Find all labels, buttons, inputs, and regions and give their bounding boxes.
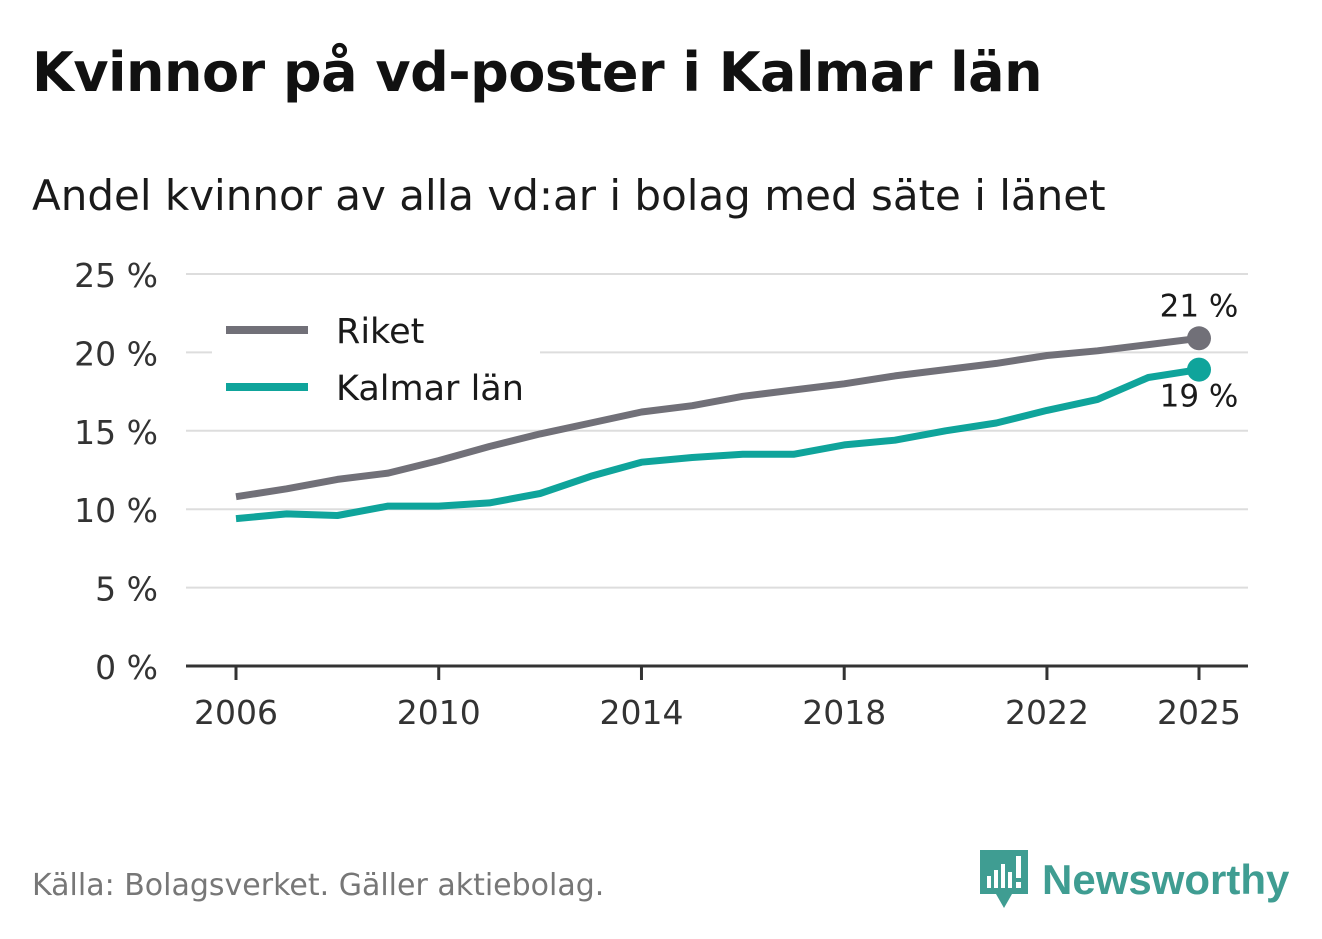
y-tick-label: 25 % (74, 256, 158, 295)
y-tick-label: 20 % (74, 334, 158, 373)
end-marker-kalmar (1187, 357, 1211, 382)
end-label-kalmar: 19 % (1160, 379, 1239, 415)
source-note: Källa: Bolagsverket. Gäller aktiebolag. (32, 868, 605, 903)
chart-subtitle: Andel kvinnor av alla vd:ar i bolag med … (32, 171, 1106, 220)
y-tick-label: 0 % (95, 648, 158, 687)
y-tick-label: 15 % (74, 413, 158, 452)
newsworthy-logo-icon (980, 850, 1028, 908)
brand-name: Newsworthy (1042, 856, 1290, 903)
data-labels: 21 % 19 % (1160, 288, 1239, 414)
x-tick-label: 2025 (1157, 693, 1241, 732)
chart-title: Kvinnor på vd-poster i Kalmar län (32, 41, 1043, 104)
x-tick-label: 2022 (1005, 693, 1089, 732)
x-tick-label: 2010 (397, 693, 481, 732)
brand-logo: Newsworthy (980, 850, 1289, 910)
series-line-kalmar (235, 366, 1200, 523)
y-tick-label: 10 % (74, 491, 158, 530)
legend-label-riket: Riket (336, 312, 424, 352)
x-tick-label: 2014 (599, 693, 683, 732)
series (235, 326, 1211, 523)
x-tick-label: 2018 (802, 693, 886, 732)
y-tick-label: 5 % (95, 570, 158, 609)
legend-label-kalmar: Kalmar län (336, 369, 524, 409)
legend-background (212, 298, 540, 416)
legend: Riket Kalmar län (212, 298, 540, 416)
axes: 0 % 5 % 10 % 15 % 20 % 25 % 2006 2010 2014 2018 20… (74, 256, 1248, 732)
x-tick-label: 2006 (194, 693, 278, 732)
end-marker-riket (1187, 326, 1211, 351)
series-line-riket (235, 334, 1200, 501)
end-label-riket: 21 % (1160, 288, 1239, 324)
